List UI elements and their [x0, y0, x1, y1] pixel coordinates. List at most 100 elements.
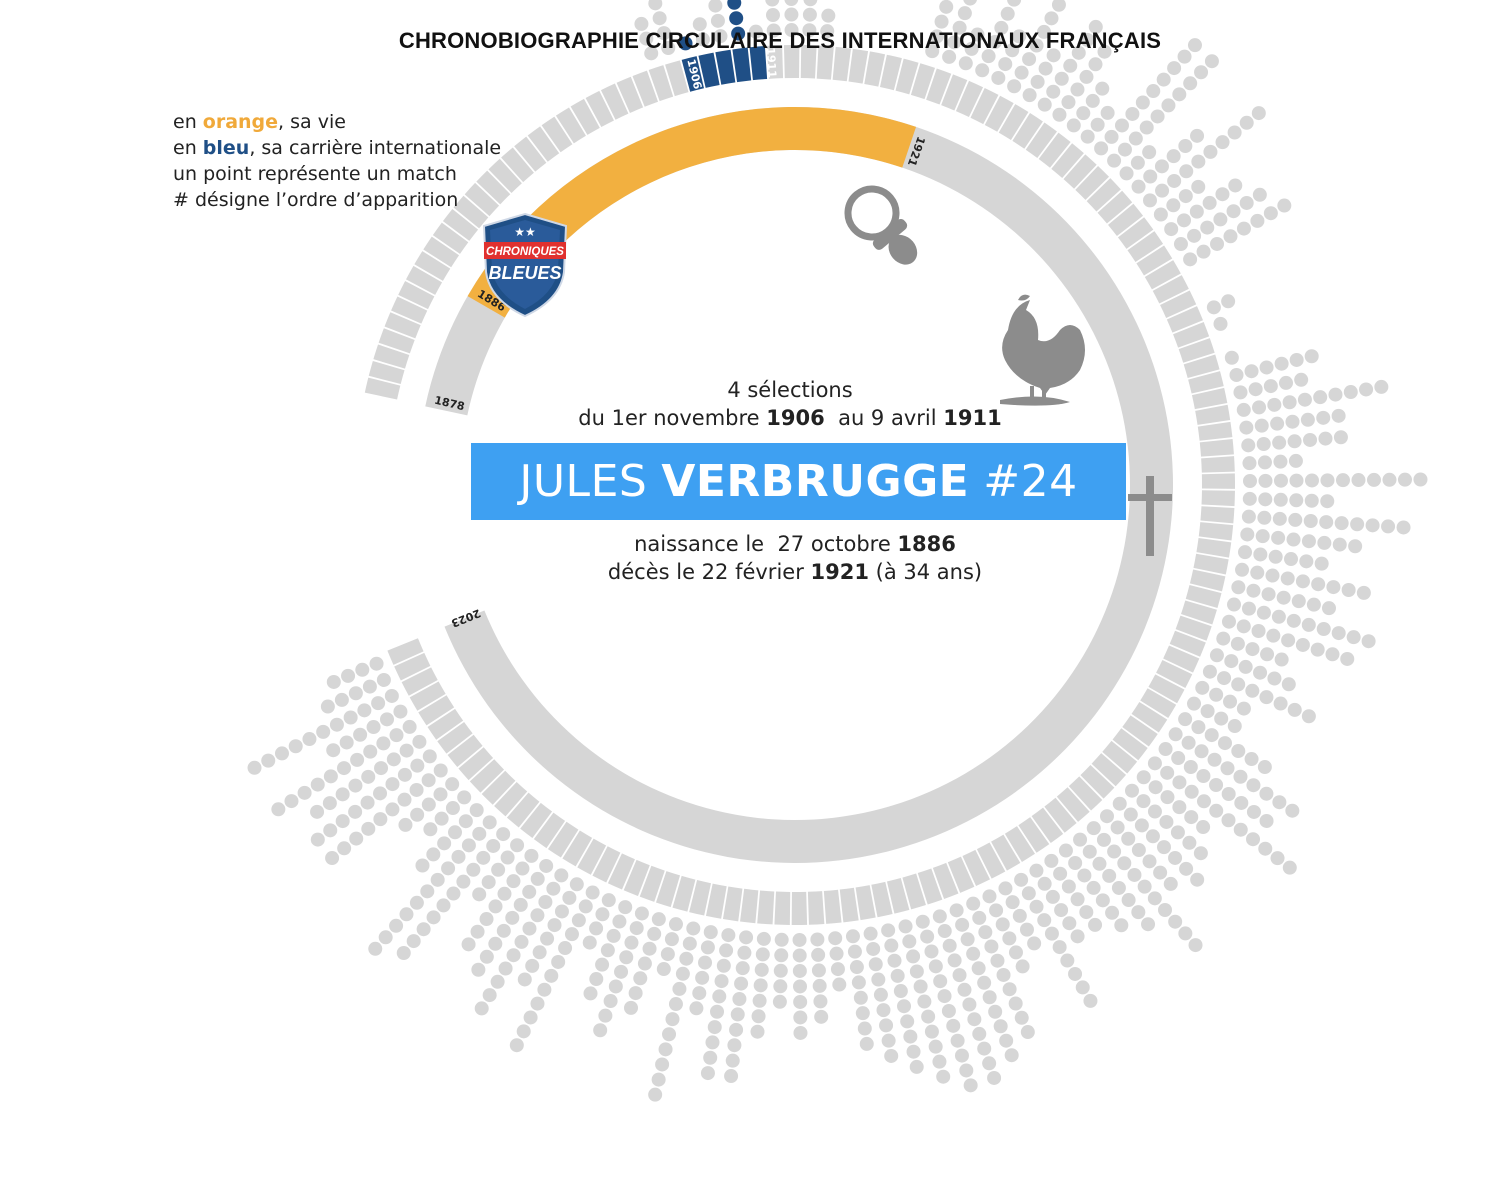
match-dot	[1123, 807, 1138, 822]
logo-text-bottom: BLEUES	[488, 263, 561, 283]
icons-layer	[844, 185, 1172, 556]
year-segment	[414, 251, 451, 281]
match-dot	[962, 997, 977, 1012]
career-match-dot	[678, 36, 693, 51]
match-dot	[1150, 109, 1165, 124]
match-dot	[1054, 71, 1069, 86]
match-dot	[1286, 532, 1301, 547]
match-dot	[1272, 795, 1287, 810]
match-dot	[881, 923, 896, 938]
match-dot	[603, 994, 618, 1009]
match-dot	[1246, 832, 1261, 847]
year-segment	[1056, 787, 1090, 822]
year-segment	[1201, 473, 1235, 489]
match-dot	[1255, 529, 1270, 544]
year-segment	[494, 781, 528, 817]
year-segment	[1068, 776, 1103, 811]
match-dot	[1285, 803, 1300, 818]
match-dot	[430, 872, 445, 887]
selections-count: 4 sélections	[727, 378, 853, 402]
match-dot	[525, 958, 540, 973]
match-dot	[530, 871, 545, 886]
year-segment	[871, 881, 893, 918]
match-dot	[458, 814, 473, 829]
match-dot	[1100, 105, 1115, 120]
year-segment	[387, 638, 424, 665]
match-dot	[803, 0, 818, 7]
match-dot	[496, 827, 511, 842]
match-dot	[967, 1012, 982, 1027]
match-dot	[1183, 76, 1198, 91]
match-dot	[522, 884, 537, 899]
year-segment	[527, 126, 560, 162]
year-segment	[547, 821, 579, 858]
match-dot	[389, 728, 404, 743]
match-dot	[810, 932, 825, 947]
match-dot	[619, 950, 634, 965]
match-dot	[355, 662, 370, 677]
match-dot	[1313, 390, 1328, 405]
year-segment	[1198, 522, 1234, 541]
match-dot	[1086, 821, 1101, 836]
match-dot	[482, 815, 497, 830]
match-dot	[1164, 222, 1179, 237]
match-dot	[1070, 929, 1085, 944]
year-segment	[926, 68, 952, 105]
year-segment	[1185, 585, 1222, 609]
match-dot	[879, 1018, 894, 1033]
match-dot	[470, 924, 485, 939]
match-dot	[1209, 687, 1224, 702]
match-dot	[1167, 173, 1182, 188]
career-match-dot	[729, 11, 744, 26]
match-dot	[924, 944, 939, 959]
match-dot	[830, 962, 845, 977]
match-dot	[851, 975, 866, 990]
match-dot	[1245, 642, 1260, 657]
match-dot	[1196, 820, 1211, 835]
year-segments-layer	[364, 45, 1235, 925]
match-dot	[766, 23, 781, 38]
match-dot	[1217, 736, 1232, 751]
match-dot	[1277, 198, 1292, 213]
match-dot	[396, 945, 411, 960]
year-segment	[476, 170, 511, 205]
match-dot	[737, 945, 752, 960]
match-dot	[624, 935, 639, 950]
match-dot	[1227, 597, 1242, 612]
match-dot	[1235, 562, 1250, 577]
year-segment	[970, 87, 999, 125]
year-segment	[1201, 456, 1235, 473]
year-segment	[1075, 165, 1110, 200]
year-segment	[832, 46, 852, 82]
match-dot	[348, 778, 363, 793]
match-dot	[909, 1059, 924, 1074]
match-dot	[1239, 420, 1254, 435]
match-dot	[1346, 630, 1361, 645]
match-dot	[326, 674, 341, 689]
match-dot	[441, 861, 456, 876]
match-dot	[1215, 135, 1230, 150]
match-dot	[1332, 537, 1347, 552]
match-dot	[1088, 19, 1103, 34]
year-segment	[616, 76, 644, 113]
match-dot	[1079, 905, 1094, 920]
match-dot	[1102, 868, 1117, 883]
match-dot	[523, 1010, 538, 1025]
match-dot	[1154, 159, 1169, 174]
year-segment	[816, 45, 834, 80]
match-dot	[1213, 316, 1228, 331]
match-dot	[765, 0, 780, 7]
match-dot	[532, 945, 547, 960]
year-segment	[941, 74, 968, 111]
match-dot	[913, 979, 928, 994]
match-dot	[658, 1042, 673, 1057]
match-dot	[1244, 752, 1259, 767]
match-dot	[595, 957, 610, 972]
match-dot	[975, 63, 990, 78]
match-dot	[1331, 626, 1346, 641]
match-dot	[530, 996, 545, 1011]
match-dot	[829, 946, 844, 961]
match-dot	[1061, 879, 1076, 894]
match-dot	[1092, 856, 1107, 871]
match-dot	[765, 8, 780, 23]
